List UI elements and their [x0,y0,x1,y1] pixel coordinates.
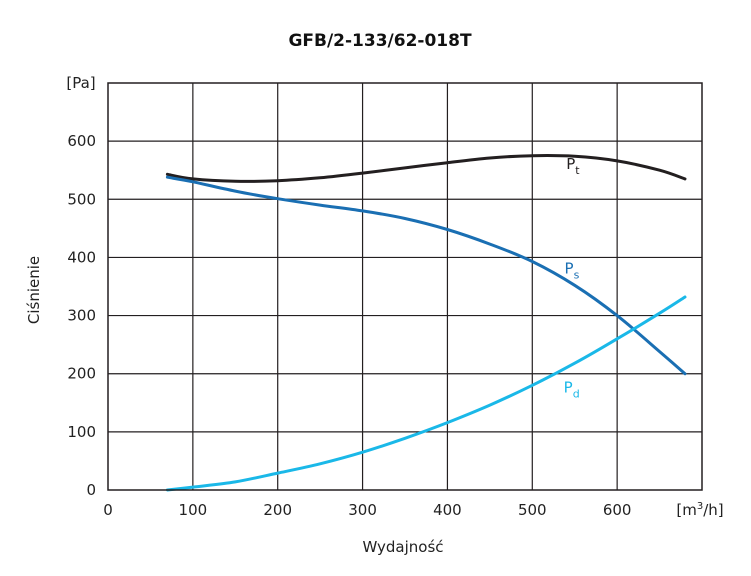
x-tick-label: 200 [263,501,292,519]
y-tick-label: 500 [67,190,96,208]
y-tick-label: 0 [86,481,96,499]
grid [108,83,702,490]
y-tick-labels: 0 100 200 300 400 500 600 [67,132,96,499]
y-axis-title: Ciśnienie [25,256,43,324]
x-tick-labels: 0 100 200 300 400 500 600 [103,501,631,519]
series-line-pd [165,295,687,492]
x-tick-label: 0 [103,501,113,519]
chart-title: GFB/2-133/62-018T [288,31,472,51]
series-line-pt [165,154,687,183]
series-layer: Pt Ps Pd [165,154,687,492]
y-tick-label: 400 [67,248,96,266]
x-tick-label: 600 [603,501,632,519]
y-axis-unit: [Pa] [66,74,95,92]
series-label-pd: Pd [564,378,580,400]
series-label-ps: Ps [565,260,580,282]
y-tick-label: 200 [67,365,96,383]
y-tick-label: 300 [67,307,96,325]
y-tick-label: 600 [67,132,96,150]
series-line-ps [165,175,687,376]
x-tick-label: 100 [179,501,208,519]
plot-area-frame [107,82,703,491]
x-tick-label: 400 [433,501,462,519]
x-tick-label: 300 [348,501,377,519]
series-label-pt: Pt [566,155,580,177]
y-tick-label: 100 [67,423,96,441]
x-axis-title: Wydajność [362,538,443,556]
x-axis-unit: [m3/h] [676,501,723,519]
x-tick-label: 500 [518,501,547,519]
